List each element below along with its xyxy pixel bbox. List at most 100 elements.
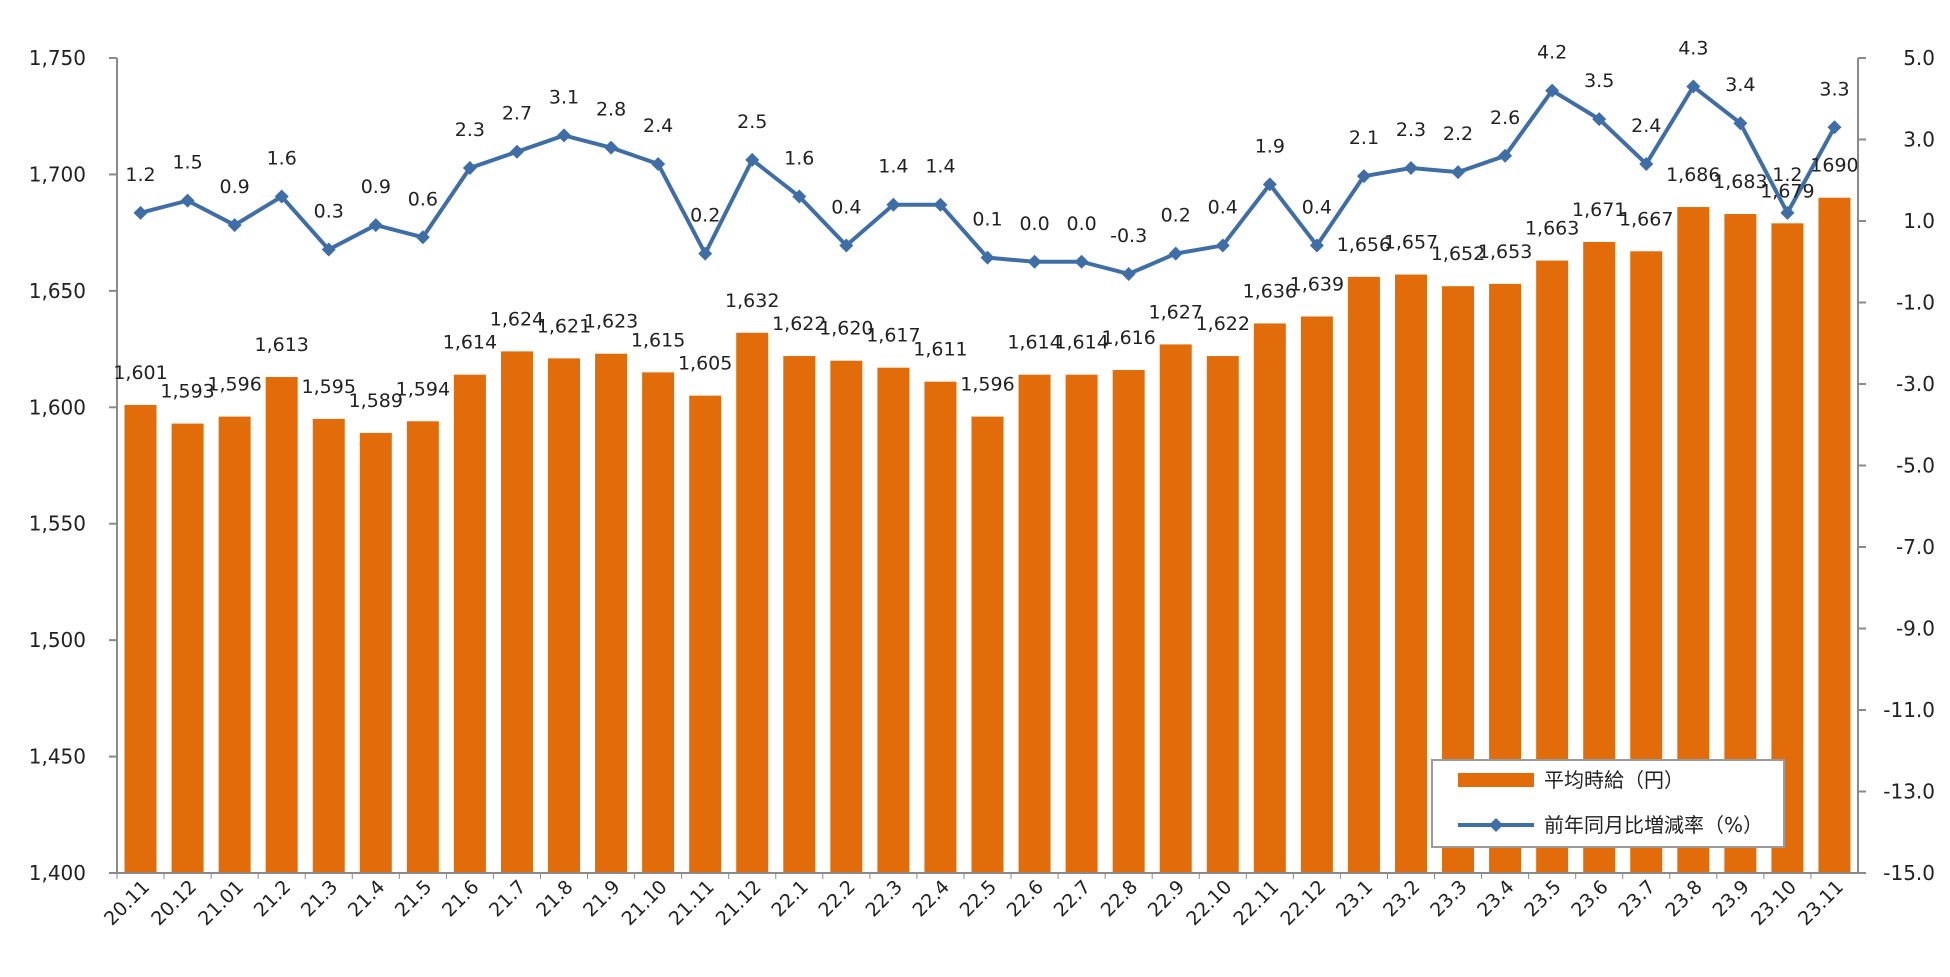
bar (877, 367, 910, 873)
line-point-marker (180, 193, 195, 208)
line-data-label: 2.8 (596, 99, 626, 121)
right-tick-label: -15.0 (1883, 861, 1935, 885)
right-tick-label: -3.0 (1896, 372, 1935, 396)
x-tick-label: 23.6 (1567, 876, 1612, 921)
line-data-label: 0.1 (972, 209, 1002, 231)
line-data-label: 3.5 (1584, 70, 1614, 92)
line-point-marker (604, 140, 619, 155)
bar-data-labels: 1,6011,5931,5961,6131,5951,5891,5941,614… (113, 155, 1858, 412)
right-tick-label: -11.0 (1883, 698, 1935, 722)
line-point-marker (792, 189, 807, 204)
legend-line-marker (1489, 818, 1503, 832)
line-point-marker (1027, 254, 1042, 269)
x-tick-label: 23.11 (1794, 876, 1848, 930)
bar-data-label: 1,613 (254, 334, 308, 356)
x-tick-label: 21.3 (297, 876, 342, 921)
bar-data-label: 1,652 (1431, 243, 1485, 265)
bar-data-label: 1,656 (1337, 234, 1391, 256)
line-point-marker (1592, 112, 1607, 127)
bar (500, 351, 533, 873)
bar-data-label: 1,663 (1525, 218, 1579, 240)
x-tick-label: 20.12 (147, 876, 201, 930)
x-tick-label: 21.2 (250, 876, 295, 921)
bar-data-label: 1,601 (113, 362, 167, 384)
line-point-marker (1121, 266, 1136, 281)
line-data-label: 1.4 (925, 156, 955, 178)
right-tick-label: -13.0 (1883, 780, 1935, 804)
bar-data-label: 1,616 (1101, 327, 1155, 349)
bar-data-label: 1,620 (819, 318, 873, 340)
line-data-label: 0.0 (1066, 213, 1096, 235)
bar-data-label: 1,639 (1290, 273, 1344, 295)
bar (689, 395, 722, 873)
line-point-marker (1498, 148, 1513, 163)
line-point-marker (1074, 254, 1089, 269)
x-tick-label: 23.2 (1379, 876, 1424, 921)
bar (971, 416, 1004, 873)
x-tick-label: 22.2 (814, 876, 859, 921)
line-point-marker (1686, 79, 1701, 94)
line-data-labels: 1.2 1.5 0.9 1.6 0.3 0.9 0.6 2.3 2.7 3.1 2.8 2.4 0.2 2… (125, 38, 1849, 247)
x-tick-label: 23.10 (1747, 876, 1801, 930)
left-tick-label: 1,650 (29, 279, 86, 303)
line-point-marker (1262, 177, 1277, 192)
line-data-label: 0.4 (1208, 196, 1238, 218)
line-data-label: 0.9 (361, 176, 391, 198)
line-point-marker (1545, 83, 1560, 98)
bar-data-label: 1,632 (725, 290, 779, 312)
bar (1300, 316, 1333, 873)
line-data-label: 2.4 (643, 115, 673, 137)
bar (359, 432, 392, 873)
line-point-marker (368, 218, 383, 233)
line-point-marker (1356, 169, 1371, 184)
line-point-marker (1168, 246, 1183, 261)
line-point-marker (557, 128, 572, 143)
bar-data-label: 1,624 (490, 308, 544, 330)
left-tick-label: 1,700 (29, 162, 86, 186)
bar-data-label: 1,679 (1760, 180, 1814, 202)
line-point-marker (1780, 205, 1795, 220)
x-tick-label: 21.7 (485, 876, 530, 921)
line-point-marker (1451, 165, 1466, 180)
line-data-label: 1.4 (878, 156, 908, 178)
line-data-label: 0.3 (314, 201, 344, 223)
line-data-label: 1.5 (172, 152, 202, 174)
line-data-label: -0.3 (1110, 225, 1147, 247)
line-data-label: 1.2 (1772, 164, 1802, 186)
line-data-label: 0.0 (1019, 213, 1049, 235)
bar (1065, 374, 1098, 873)
bar (830, 360, 863, 873)
bar-data-label: 1,596 (207, 374, 261, 396)
bar-data-label: 1,596 (960, 374, 1014, 396)
bar (736, 332, 769, 873)
line-data-label: 1.6 (267, 148, 297, 170)
bar (1018, 374, 1051, 873)
bar (783, 356, 816, 873)
x-tick-label: 23.4 (1473, 876, 1518, 921)
bar (1253, 323, 1286, 873)
line-data-label: 4.2 (1537, 42, 1567, 64)
line-data-label: 3.3 (1819, 78, 1849, 100)
line-series-yoy-change (133, 79, 1842, 281)
line-point-marker (227, 218, 242, 233)
x-tick-label: 21.12 (712, 876, 766, 930)
x-tick-label: 21.6 (438, 876, 483, 921)
right-tick-label: 3.0 (1903, 128, 1935, 152)
right-tick-label: -7.0 (1896, 535, 1935, 559)
left-tick-label: 1,400 (29, 861, 86, 885)
bar-data-label: 1,623 (584, 311, 638, 333)
line-point-marker (1215, 238, 1230, 253)
line-data-label: 4.3 (1678, 38, 1708, 60)
bar (1159, 344, 1192, 873)
line-point-marker (839, 238, 854, 253)
bar-data-label: 1,614 (443, 332, 497, 354)
line-data-label: 2.3 (455, 119, 485, 141)
line-data-label: 2.3 (1396, 119, 1426, 141)
bar-data-label: 1,686 (1666, 164, 1720, 186)
bar-data-label: 1,617 (866, 325, 920, 347)
x-tick-label: 22.7 (1050, 876, 1095, 921)
line-data-label: 0.6 (408, 188, 438, 210)
bar-data-label: 1,611 (913, 339, 967, 361)
